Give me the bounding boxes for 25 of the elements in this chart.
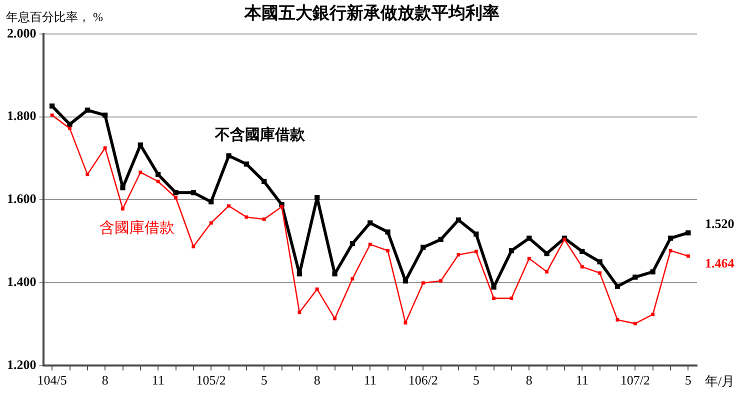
x-tick-label: 5 <box>684 372 692 388</box>
series-label: 含國庫借款 <box>99 219 174 236</box>
data-label: 1.520 <box>705 216 734 232</box>
y-tick-label: 2.000 <box>7 25 36 40</box>
x-tick-label: 8 <box>526 372 532 388</box>
x-tick-label: 8 <box>102 372 108 388</box>
x-tick-label: 11 <box>364 372 376 388</box>
series-label: 不含國庫借款 <box>214 126 306 144</box>
y-axis-title: 年息百分比率， % <box>6 10 103 24</box>
x-tick-label: 104/5 <box>37 372 67 388</box>
x-tick-label: 5 <box>472 372 480 388</box>
x-tick-label: 11 <box>152 372 164 388</box>
x-tick-label: 11 <box>576 372 588 388</box>
x-tick-label: 107/2 <box>620 372 650 388</box>
data-label: 1.464 <box>705 255 735 270</box>
x-tick-label: 5 <box>260 372 268 388</box>
x-tick-label: 105/2 <box>196 372 226 388</box>
y-tick-label: 1.600 <box>7 191 36 206</box>
x-tick-label: 8 <box>314 372 320 388</box>
x-axis-title: 年/月 <box>705 373 735 388</box>
y-tick-label: 1.400 <box>7 274 36 289</box>
chart-title: 本國五大銀行新承做放款平均利率 <box>244 3 500 22</box>
x-tick-label: 106/2 <box>408 372 438 388</box>
y-tick-label: 1.800 <box>7 108 36 124</box>
y-tick-label: 1.200 <box>7 356 36 372</box>
